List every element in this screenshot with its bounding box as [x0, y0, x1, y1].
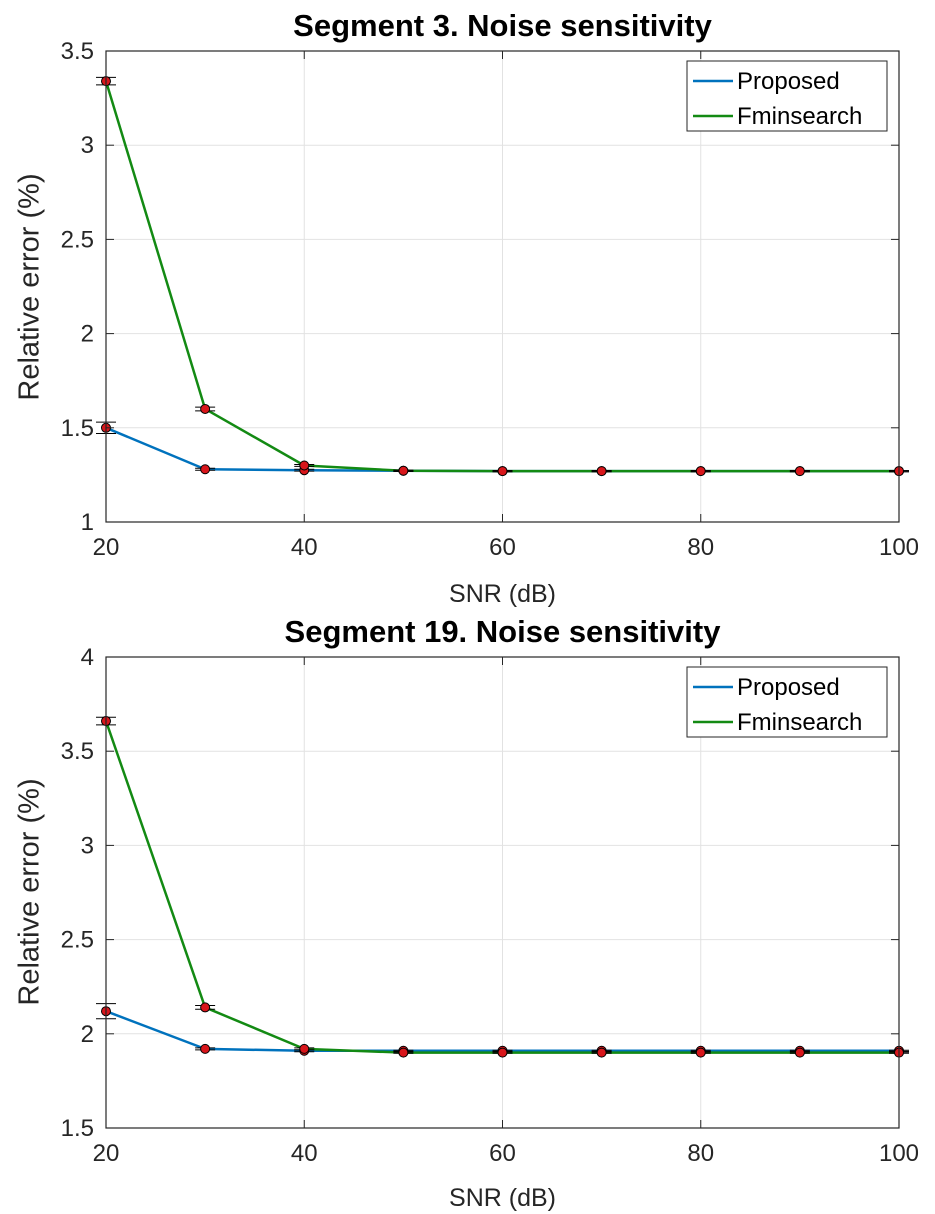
- y-tick-label: 2.5: [61, 226, 94, 253]
- data-point: [596, 1047, 607, 1058]
- data-point: [200, 403, 211, 414]
- y-tick-label: 2.5: [61, 927, 94, 954]
- data-point: [695, 466, 706, 477]
- y-tick-label: 2: [81, 321, 94, 348]
- data-point: [200, 464, 211, 475]
- x-tick-label: 40: [291, 1140, 318, 1167]
- data-point: [200, 1002, 211, 1013]
- legend-label-1: Fminsearch: [737, 103, 862, 130]
- chart-2-xlabel: SNR (dB): [449, 1184, 556, 1212]
- data-point: [200, 1043, 211, 1054]
- x-tick-label: 60: [489, 534, 516, 561]
- y-tick-label: 1: [81, 509, 94, 536]
- y-tick-label: 3.5: [61, 38, 94, 65]
- data-point: [299, 460, 310, 471]
- chart-1-xlabel: SNR (dB): [449, 580, 556, 608]
- legend: Proposed Fminsearch: [686, 60, 888, 132]
- y-tick-label: 4: [81, 644, 94, 671]
- chart-2-title: Segment 19. Noise sensitivity: [284, 614, 721, 649]
- y-tick-label: 2: [81, 1021, 94, 1048]
- y-tick-label: 3.5: [61, 738, 94, 765]
- y-tick-label: 1.5: [61, 1115, 94, 1142]
- legend: Proposed Fminsearch: [686, 666, 888, 738]
- legend-box: [686, 60, 888, 132]
- data-point: [794, 1047, 805, 1058]
- y-tick-label: 3: [81, 832, 94, 859]
- data-point: [299, 1043, 310, 1054]
- x-tick-label: 40: [291, 534, 318, 561]
- legend-label-0: Proposed: [737, 674, 840, 701]
- x-tick-label: 100: [879, 534, 919, 561]
- x-tick-label: 20: [93, 1140, 120, 1167]
- data-point: [497, 1047, 508, 1058]
- x-tick-label: 60: [489, 1140, 516, 1167]
- x-tick-label: 20: [93, 534, 120, 561]
- legend-box: [686, 666, 888, 738]
- y-tick-label: 3: [81, 132, 94, 159]
- legend-label-0: Proposed: [737, 68, 840, 95]
- chart-1-title: Segment 3. Noise sensitivity: [293, 8, 712, 43]
- data-point: [794, 466, 805, 477]
- x-tick-label: 80: [687, 534, 714, 561]
- data-point: [398, 465, 409, 476]
- y-tick-label: 1.5: [61, 415, 94, 442]
- data-point: [497, 466, 508, 477]
- x-tick-label: 80: [687, 1140, 714, 1167]
- x-tick-label: 100: [879, 1140, 919, 1167]
- legend-label-1: Fminsearch: [737, 709, 862, 736]
- chart-1-plot: 20 40 60 80 100 1 1.5 2 2.5 3 3.5 Proposed Fminsearc…: [61, 38, 919, 561]
- data-point: [398, 1047, 409, 1058]
- data-point: [596, 466, 607, 477]
- data-point: [695, 1047, 706, 1058]
